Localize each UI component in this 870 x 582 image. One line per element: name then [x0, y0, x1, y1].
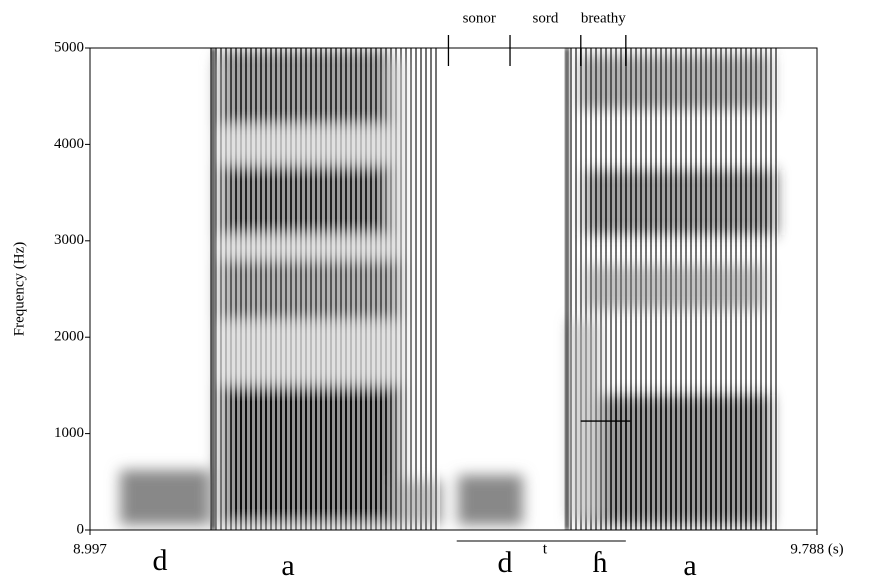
segment-label: d [498, 546, 513, 579]
x-tick-label: 8.997 [73, 541, 107, 557]
phase-label: sonor [463, 10, 496, 26]
y-tick-label: 2000 [54, 329, 84, 345]
segment-label: d [153, 544, 168, 577]
y-axis-label: Frequency (Hz) [11, 242, 27, 337]
x-tick-label: 9.788 (s) [790, 541, 843, 557]
segment-label: t [543, 541, 548, 558]
y-tick-label: 5000 [54, 39, 84, 55]
spectrogram [120, 48, 778, 530]
segment-label: a [683, 549, 696, 582]
phase-label: sord [532, 10, 558, 26]
segment-label: a [281, 549, 294, 582]
segment-label: ɦ [593, 546, 608, 579]
plot-frame [89, 47, 818, 531]
y-tick-label: 4000 [54, 136, 84, 152]
y-tick-label: 1000 [54, 425, 84, 441]
y-tick-label: 0 [77, 521, 85, 537]
phase-label: breathy [581, 10, 626, 26]
y-tick-label: 3000 [54, 232, 84, 248]
